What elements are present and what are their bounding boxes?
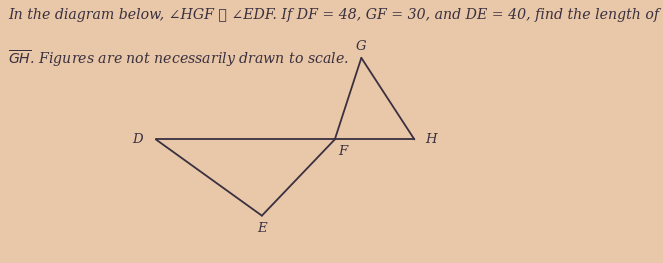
Text: F: F	[338, 145, 347, 158]
Text: G: G	[356, 39, 367, 53]
Text: In the diagram below, ∠HGF ≅ ∠EDF. If DF = 48, GF = 30, and DE = 40, find the le: In the diagram below, ∠HGF ≅ ∠EDF. If DF…	[8, 8, 659, 22]
Text: H: H	[425, 133, 437, 146]
Text: E: E	[257, 222, 267, 235]
Text: $\overline{GH}$. Figures are not necessarily drawn to scale.: $\overline{GH}$. Figures are not necessa…	[8, 49, 349, 69]
Text: D: D	[132, 133, 143, 146]
